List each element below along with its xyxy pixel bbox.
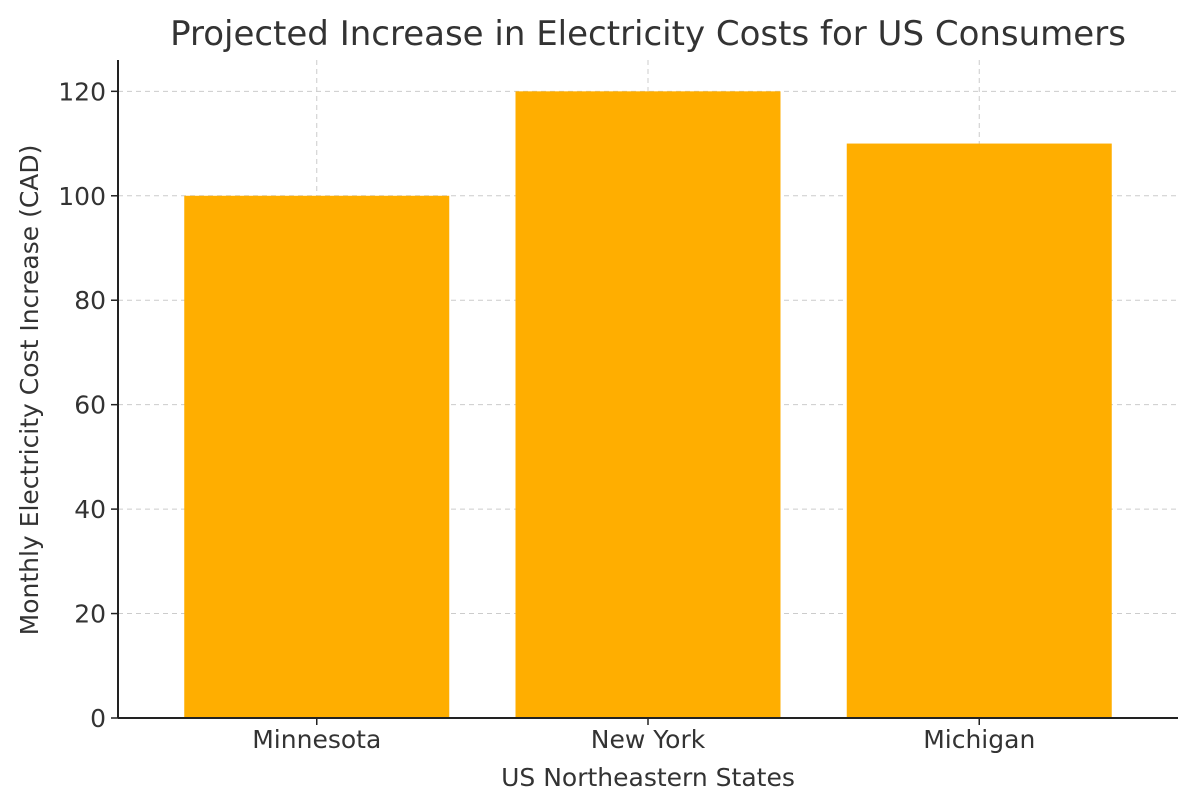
y-ticks: 0 20 40 60 80 100 120 — [58, 77, 118, 733]
x-tick-label: Minnesota — [252, 725, 381, 754]
bar-michigan — [846, 143, 1112, 719]
y-tick-label: 60 — [74, 391, 106, 420]
y-tick-label: 0 — [90, 704, 106, 733]
bar-minnesota — [184, 195, 450, 718]
x-axis-label: US Northeastern States — [501, 763, 795, 792]
y-axis-label: Monthly Electricity Cost Increase (CAD) — [15, 145, 44, 636]
bar-new-york — [515, 91, 781, 719]
chart-title: Projected Increase in Electricity Costs … — [170, 14, 1126, 54]
x-tick-label: Michigan — [923, 725, 1035, 754]
y-tick-label: 80 — [74, 286, 106, 315]
x-ticks: Minnesota New York Michigan — [252, 718, 1035, 754]
y-tick-label: 120 — [58, 77, 106, 106]
y-tick-label: 20 — [74, 600, 106, 629]
y-tick-label: 40 — [74, 495, 106, 524]
y-tick-label: 100 — [58, 182, 106, 211]
x-tick-label: New York — [591, 725, 706, 754]
bars — [184, 91, 1112, 719]
